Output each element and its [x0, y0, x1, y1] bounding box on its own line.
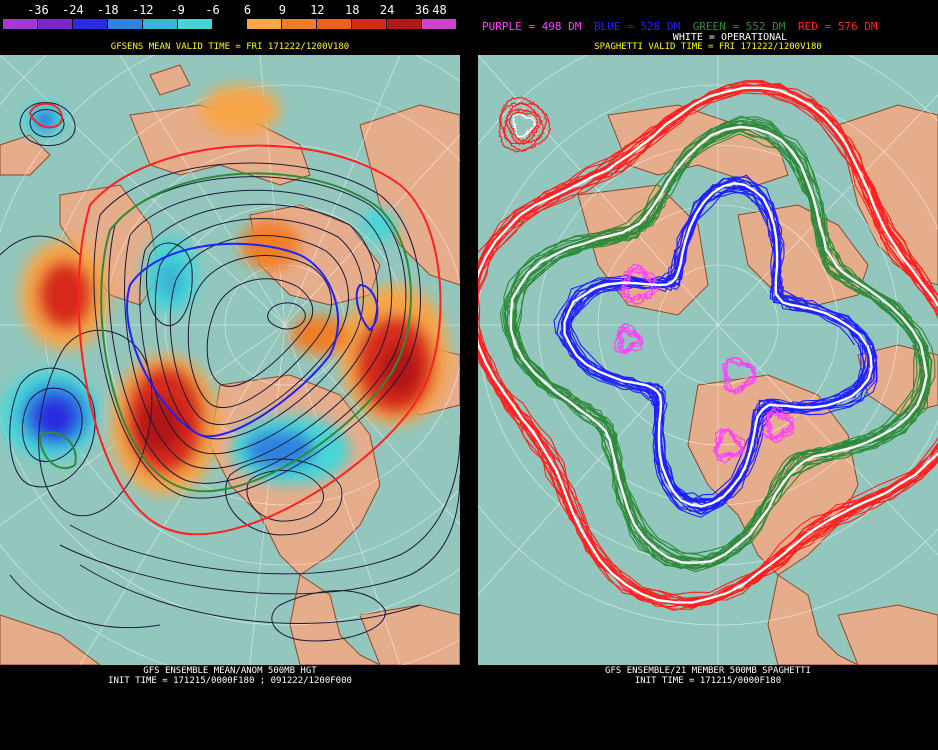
right-footer-line1: GFS ENSEMBLE/21 MEMBER 500MB SPAGHETTI	[605, 666, 811, 676]
spaghetti-legend: PURPLE = 498 DM BLUE = 528 DM GREEN = 55…	[482, 20, 878, 33]
right-panel-title: SPAGHETTI VALID TIME = FRI 171222/1200V1…	[594, 42, 822, 52]
colorbar-swatch	[387, 19, 423, 29]
spaghetti-contour	[713, 429, 743, 457]
spaghetti-contour	[505, 108, 542, 146]
legend-red: RED = 576 DM	[798, 20, 878, 33]
spaghetti-contour	[498, 96, 552, 153]
colorbar-swatch	[247, 19, 283, 29]
colorbar-swatch	[72, 19, 108, 29]
anomaly-colorbar: -36 -24 -18 -12 -9 -6 6 9 12 18 24 36 48	[0, 0, 460, 40]
spaghetti-contour	[616, 329, 642, 355]
colorbar-label: 48	[432, 3, 447, 17]
spaghetti-contour	[511, 112, 538, 139]
spaghetti-contour	[618, 327, 642, 353]
colorbar-swatch	[142, 19, 178, 29]
colorbar-swatch	[352, 19, 388, 29]
left-footer-line1: GFS ENSEMBLE MEAN/ANOM 500MB HGT	[143, 666, 317, 676]
operational-contour	[509, 125, 928, 564]
colorbar-swatch	[177, 19, 213, 29]
spaghetti-contour	[721, 357, 757, 396]
right-footer-line2: INIT TIME = 171215/0000F180	[634, 676, 782, 686]
legend-operational: WHITE = OPERATIONAL	[672, 32, 788, 43]
left-footer-line2: INIT TIME = 171215/0000F180 ; 091222/120…	[108, 676, 352, 686]
colorbar-label: -12	[131, 3, 154, 17]
spaghetti-map-graphic	[478, 55, 938, 665]
colorbar-label: 9	[278, 3, 286, 17]
colorbar-swatch	[282, 19, 318, 29]
colorbar-label: 24	[379, 3, 395, 17]
spaghetti-contour	[508, 120, 928, 568]
spaghetti-contour	[761, 406, 796, 441]
colorbar-swatch	[3, 19, 38, 29]
colorbar-swatch	[317, 19, 353, 29]
left-footer: GFS ENSEMBLE MEAN/ANOM 500MB HGT INIT TI…	[0, 666, 460, 686]
colorbar-label: 12	[310, 3, 325, 17]
colorbar-label: 36	[414, 3, 430, 17]
spaghetti-contour	[564, 178, 875, 508]
spaghetti-contour	[501, 124, 933, 570]
spaghetti-contour	[507, 110, 539, 143]
colorbar-swatch	[107, 19, 143, 29]
operational-contour	[563, 181, 873, 508]
colorbar-label: -36	[27, 3, 49, 17]
spaghetti-contour	[620, 269, 657, 306]
colorbar-label: -18	[96, 3, 119, 17]
colorbar-label: 6	[243, 3, 252, 17]
spaghetti-map	[478, 55, 938, 665]
colorbar-swatch	[37, 19, 73, 29]
colorbar-swatch	[422, 19, 457, 29]
legend-blue: BLUE = 528 DM	[593, 20, 681, 33]
colorbar-label: -6	[205, 3, 220, 17]
colorbar-swatch	[212, 19, 248, 29]
spaghetti-contour	[478, 87, 938, 603]
colorbar-strip	[3, 19, 457, 29]
spaghetti-contour	[570, 192, 866, 500]
spaghetti-contour	[622, 266, 655, 300]
left-panel-title: GFSENS MEAN VALID TIME = FRI 171222/1200…	[110, 42, 350, 52]
colorbar-label: -9	[170, 3, 185, 17]
colorbar-label: -24	[62, 3, 84, 17]
spaghetti-contour	[765, 409, 794, 439]
spaghetti-contour	[512, 126, 926, 565]
legend-purple: PURPLE = 498 DM	[482, 20, 582, 33]
mean-anomaly-map-graphic	[0, 55, 460, 665]
spaghetti-contour	[502, 101, 544, 146]
spaghetti-contour	[514, 128, 925, 559]
legend-green: GREEN = 552 DM	[692, 20, 786, 33]
colorbar-label: 18	[344, 3, 360, 17]
ensemble-mean-map	[0, 55, 460, 665]
spaghetti-contour	[613, 322, 644, 354]
right-footer: GFS ENSEMBLE/21 MEMBER 500MB SPAGHETTI I…	[478, 666, 938, 686]
operational-contour	[478, 86, 938, 604]
